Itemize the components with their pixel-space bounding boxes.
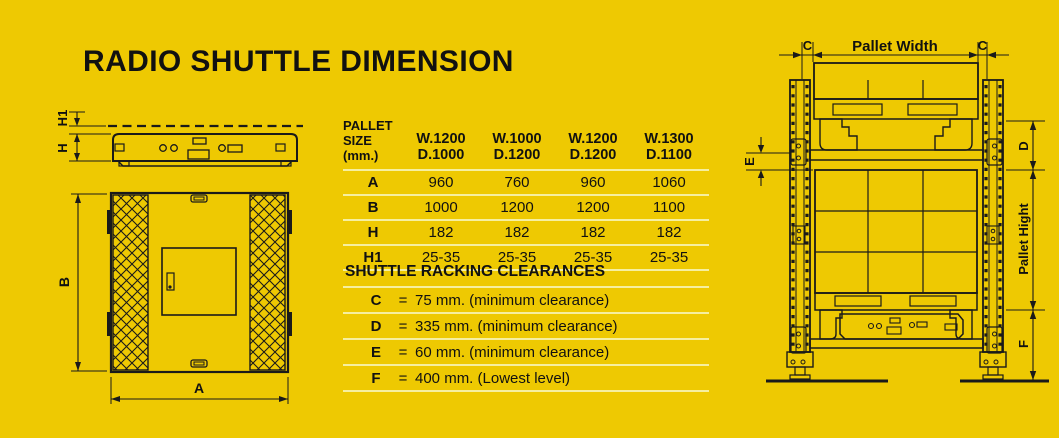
- table-row: A 960 760 960 1060: [367, 173, 686, 191]
- rack-front-view-diagram: C Pallet Width C: [742, 38, 1049, 383]
- page-title: RADIO SHUTTLE DIMENSION: [83, 45, 514, 78]
- rack-upright-left: [789, 79, 811, 353]
- rack-rails: [790, 138, 1003, 354]
- shuttle-top-view: [107, 191, 292, 374]
- clearances-title: SHUTTLE RACKING CLEARANCES: [345, 263, 606, 280]
- label-h: H: [55, 143, 70, 152]
- shuttle-front-view: [839, 313, 964, 340]
- table-row: H 182 182 182 182: [367, 223, 682, 241]
- lower-load: [814, 169, 978, 340]
- divider: [343, 312, 709, 314]
- divider: [343, 286, 709, 288]
- dimension-h1-h: H1 H: [55, 110, 111, 162]
- table-row: H1 25-35 25-35 25-35 25-35: [363, 248, 689, 266]
- column-header: W.1200 D.1200: [568, 130, 618, 163]
- dimension-b-a: B A: [56, 193, 289, 404]
- column-header: W.1200 D.1000: [416, 130, 466, 163]
- divider: [343, 364, 709, 366]
- label-b: B: [56, 277, 72, 287]
- table-row: B 1000 1200 1200 1100: [367, 198, 686, 216]
- label-c-right: C: [978, 38, 988, 53]
- dimension-e: E: [742, 137, 813, 186]
- table-header-row: PALLET SIZE (mm.) W.1200 D.1000 W.1000 D.1…: [343, 118, 709, 169]
- divider: [343, 338, 709, 340]
- divider: [343, 168, 709, 171]
- upper-pallet: [813, 62, 979, 151]
- divider: [343, 268, 709, 271]
- dimension-pallet-width: C Pallet Width C: [779, 38, 1009, 79]
- divider: [343, 243, 709, 246]
- column-header: W.1000 D.1200: [492, 130, 542, 163]
- column-header: W.1300 D.1100: [644, 130, 694, 163]
- clearance-item: C = 75 mm. (minimum clearance): [370, 291, 610, 309]
- pallet-size-table: PALLET SIZE (mm.) W.1200 D.1000 W.1000 D.1…: [343, 118, 709, 271]
- label-f: F: [1016, 340, 1031, 348]
- pallet-size-header: PALLET SIZE (mm.): [343, 118, 393, 163]
- dimension-d-palletheight-f: D Pallet Hight F: [1006, 120, 1045, 380]
- divider: [343, 218, 709, 221]
- label-d: D: [1016, 141, 1031, 150]
- rack-bases-floor: [766, 351, 1049, 383]
- shuttle-racking-clearances: SHUTTLE RACKING CLEARANCES C = 75 mm. (m…: [343, 262, 709, 392]
- label-a: A: [194, 380, 204, 396]
- divider: [343, 193, 709, 196]
- shuttle-side-view: [108, 124, 303, 167]
- label-pallet-height: Pallet Hight: [1016, 203, 1031, 275]
- clearance-item: D = 335 mm. (minimum clearance): [370, 317, 618, 335]
- clearance-item: F = 400 mm. (Lowest level): [371, 369, 571, 387]
- label-pallet-width: Pallet Width: [852, 38, 938, 55]
- clearance-item: E = 60 mm. (minimum clearance): [370, 343, 610, 361]
- label-h1: H1: [55, 110, 70, 127]
- label-c-left: C: [803, 38, 813, 53]
- label-e: E: [742, 157, 757, 166]
- divider: [343, 390, 709, 392]
- shuttle-views-diagram: H1 H B: [55, 110, 303, 404]
- rack-upright-right: [982, 79, 1004, 353]
